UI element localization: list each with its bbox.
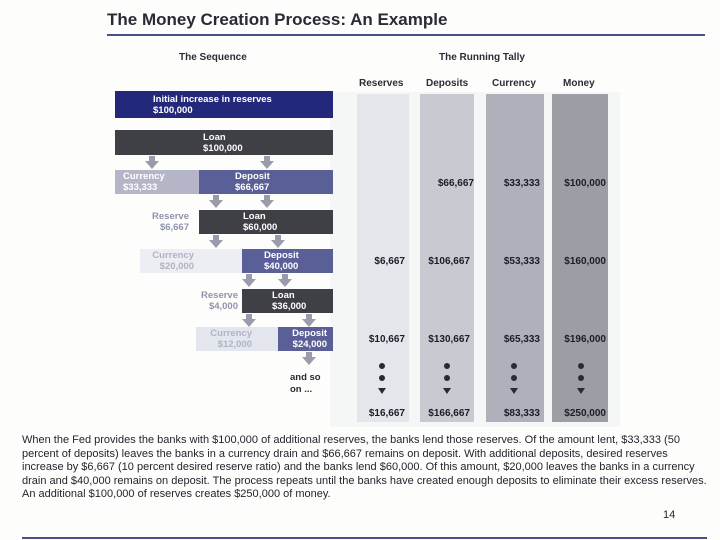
step-label: Currency: [210, 328, 252, 339]
step-label: Loan: [243, 211, 266, 222]
continuation-arrow-icon: [510, 388, 518, 394]
tally-value: $33,333: [503, 178, 540, 189]
tally-value: $100,000: [564, 178, 606, 189]
flow-arrow-icon: [271, 240, 285, 248]
bottom-rule: [22, 537, 707, 539]
tally-value: $10,667: [368, 334, 405, 345]
currency-box-1: Currency $33,333: [115, 170, 199, 194]
step-label: Reserve: [201, 290, 238, 301]
step-value: $33,333: [123, 182, 158, 193]
tally-heading: The Running Tally: [439, 52, 525, 63]
page-number: 14: [663, 509, 676, 521]
tally-value: $53,333: [503, 256, 540, 267]
tally-value: $65,333: [503, 334, 540, 345]
tally-total: $83,333: [503, 408, 540, 419]
flow-arrow-stem: [149, 156, 155, 161]
deposit-box-1: Deposit $66,667: [199, 170, 333, 194]
continuation-arrow-icon: [443, 388, 451, 394]
flow-arrow-stem: [264, 195, 270, 200]
flow-arrow-icon: [302, 319, 316, 327]
continuation-dot: [379, 375, 385, 381]
tally-total: $16,667: [368, 408, 405, 419]
flow-arrow-icon: [260, 200, 274, 208]
step-label: Initial increase in reserves: [153, 93, 272, 105]
flow-arrow-stem: [264, 156, 270, 161]
step-label: Loan: [272, 290, 295, 301]
flow-arrow-icon: [209, 200, 223, 208]
step-value: $60,000: [243, 222, 278, 233]
deposit-box-2: Deposit $40,000: [242, 249, 333, 273]
tally-value: $66,667: [437, 178, 474, 189]
flow-arrow-stem: [306, 314, 312, 319]
tally-value: $6,667: [374, 256, 405, 267]
column-header-currency: Currency: [492, 78, 536, 89]
flow-arrow-stem: [213, 235, 219, 240]
step-label: Loan: [203, 131, 226, 143]
flow-arrow-icon: [242, 319, 256, 327]
loan-box-1: Loan $100,000: [115, 130, 333, 155]
step-label: Currency: [123, 171, 165, 182]
step-value: $20,000: [159, 261, 194, 272]
continuation-dot: [578, 375, 584, 381]
continuation-dot: [511, 363, 517, 369]
deposit-box-3: Deposit $24,000: [278, 327, 333, 351]
step-value: $100,000: [153, 104, 193, 116]
step-label: Deposit: [235, 171, 270, 182]
continuation-dot: [444, 363, 450, 369]
flow-arrow-stem: [246, 314, 252, 319]
flow-arrow-icon: [302, 357, 316, 365]
step-label: Deposit: [264, 250, 299, 261]
continuation-dot: [578, 363, 584, 369]
flow-arrow-stem: [282, 274, 288, 279]
figure-caption: When the Fed provides the banks with $10…: [22, 434, 707, 500]
loan-box-2: Loan $60,000: [199, 210, 333, 234]
column-header-deposits: Deposits: [426, 78, 469, 89]
flow-arrow-stem: [246, 274, 252, 279]
continuation-dot: [444, 375, 450, 381]
reserve-box-2: Reserve $6,667: [133, 210, 199, 234]
step-value: $4,000: [208, 301, 238, 312]
tally-total: $166,667: [428, 408, 470, 419]
continuation-dot: [511, 375, 517, 381]
column-header-reserves: Reserves: [359, 78, 404, 89]
step-value: $40,000: [264, 261, 299, 272]
flow-arrow-icon: [145, 161, 159, 169]
tally-value: $196,000: [564, 334, 606, 345]
and-so-on-text: and so on ...: [290, 372, 321, 395]
page-title: The Money Creation Process: An Example: [107, 10, 448, 29]
reserve-box-3: Reserve $4,000: [190, 289, 242, 313]
flow-arrow-icon: [242, 279, 256, 287]
initial-reserves-box: Initial increase in reserves $100,000: [115, 91, 333, 118]
column-header-money: Money: [563, 78, 595, 89]
flow-arrow-icon: [260, 161, 274, 169]
step-label: Currency: [152, 250, 194, 261]
tally-value: $160,000: [564, 256, 606, 267]
currency-box-3: Currency $12,000: [196, 327, 278, 351]
tally-value: $130,667: [428, 334, 470, 345]
step-value: $6,667: [159, 222, 189, 233]
step-value: $12,000: [217, 339, 252, 350]
title-rule: [107, 34, 705, 36]
flow-arrow-icon: [209, 240, 223, 248]
step-value: $66,667: [235, 182, 270, 193]
tally-total: $250,000: [564, 408, 606, 419]
continuation-dot: [379, 363, 385, 369]
step-value: $24,000: [292, 339, 327, 350]
step-value: $100,000: [203, 142, 243, 154]
tally-value: $106,667: [428, 256, 470, 267]
currency-box-2: Currency $20,000: [140, 249, 242, 273]
continuation-arrow-icon: [378, 388, 386, 394]
loan-box-3: Loan $36,000: [242, 289, 333, 313]
flow-arrow-stem: [306, 352, 312, 357]
step-label: Reserve: [152, 211, 189, 222]
flow-arrow-stem: [213, 195, 219, 200]
flow-arrow-stem: [275, 235, 281, 240]
step-label: Deposit: [292, 328, 327, 339]
sequence-heading: The Sequence: [179, 52, 247, 63]
step-value: $36,000: [272, 301, 307, 312]
continuation-arrow-icon: [577, 388, 585, 394]
flow-arrow-icon: [278, 279, 292, 287]
